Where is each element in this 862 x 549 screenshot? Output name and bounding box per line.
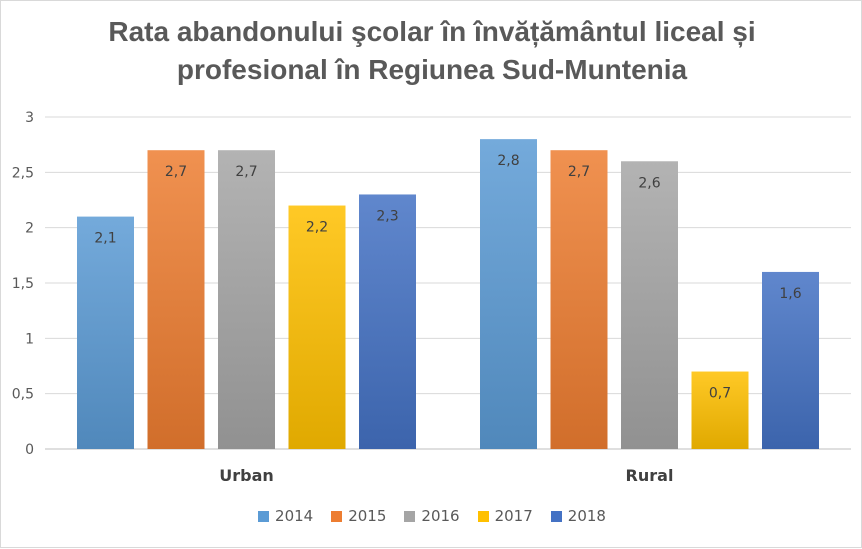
data-label: 0,7	[709, 386, 731, 402]
x-axis-categories: Urban Rural	[219, 466, 673, 485]
legend-label: 2014	[275, 507, 314, 525]
chart-title-line-2: profesional în Regiunea Sud-Muntenia	[176, 54, 688, 85]
bar-urban-2018	[359, 194, 416, 449]
bar-urban-2017	[288, 205, 346, 449]
data-label: 2,3	[376, 208, 398, 224]
bar-rural-2018	[762, 271, 819, 449]
data-label: 2,1	[94, 231, 116, 247]
data-label: 1,6	[779, 286, 801, 302]
bar-rural-2016	[621, 161, 678, 449]
bars	[77, 139, 819, 449]
category-label-rural: Rural	[626, 466, 674, 485]
legend-swatch	[550, 510, 562, 522]
data-label: 2,6	[638, 175, 660, 191]
bar-urban-2016	[218, 150, 275, 449]
legend-swatch	[477, 510, 489, 522]
chart-legend: 2014 2015 2016 2017 2018	[1, 507, 862, 525]
legend-item-2018: 2018	[550, 507, 606, 525]
category-label-urban: Urban	[219, 466, 274, 485]
legend-item-2016: 2016	[404, 507, 460, 525]
y-tick-label: 3	[25, 110, 34, 126]
legend-item-2015: 2015	[331, 507, 386, 525]
bar-rural-2017	[691, 371, 749, 449]
data-label: 2,7	[568, 164, 590, 180]
y-tick-label: 0	[25, 442, 34, 458]
legend-swatch	[258, 510, 270, 522]
legend-item-2014: 2014	[258, 507, 313, 525]
bar-urban-2015	[147, 150, 205, 449]
legend-swatch	[404, 510, 416, 522]
legend-label: 2018	[567, 507, 606, 525]
data-labels: 2,1 2,7 2,7 2,2 2,3 2,8 2,7 2,6 0,7 1,6	[94, 153, 801, 401]
legend-item-2017: 2017	[477, 507, 533, 525]
y-tick-label: 2	[25, 221, 34, 237]
chart-title: Rata abandonului şcolar în învățământul …	[1, 13, 862, 89]
data-label: 2,8	[497, 153, 519, 169]
data-label: 2,7	[235, 164, 257, 180]
y-tick-label: 2,5	[12, 165, 34, 181]
data-label: 2,7	[165, 164, 187, 180]
bar-urban-2014	[77, 216, 134, 449]
bar-rural-2015	[550, 150, 608, 449]
y-tick-label: 0,5	[12, 387, 34, 403]
y-tick-label: 1,5	[12, 276, 34, 292]
legend-label: 2016	[421, 507, 460, 525]
legend-label: 2017	[494, 507, 533, 525]
legend-label: 2015	[348, 507, 387, 525]
data-label: 2,2	[306, 220, 328, 236]
y-axis-ticks: 0 0,5 1 1,5 2 2,5 3	[12, 110, 34, 458]
legend-swatch	[331, 510, 343, 522]
chart-title-line-1: Rata abandonului şcolar în învățământul …	[108, 16, 756, 47]
y-tick-label: 1	[25, 331, 34, 347]
bar-rural-2014	[480, 139, 537, 449]
